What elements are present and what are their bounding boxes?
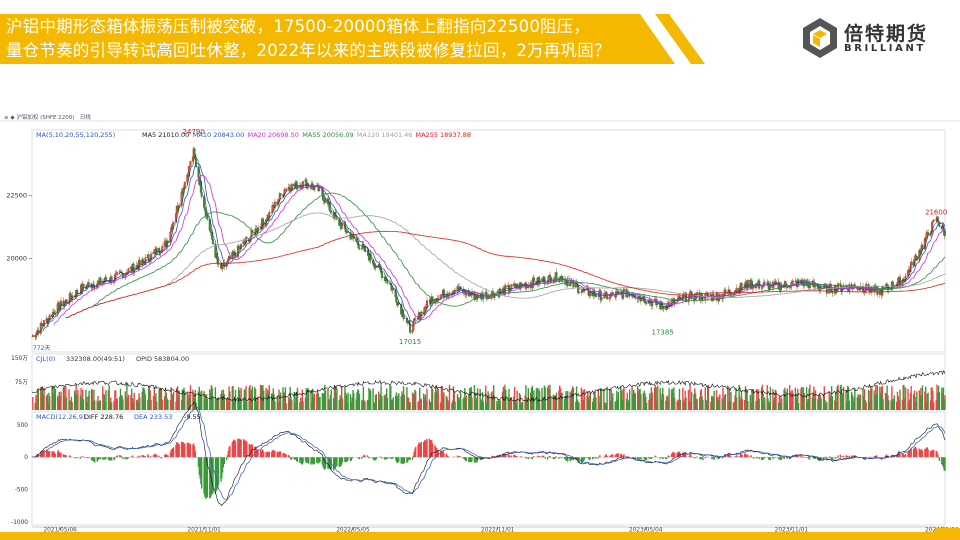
price-indicator-ma10: MA10 20843.00 bbox=[193, 131, 244, 139]
macd-legend: MACD(12,26,9) bbox=[36, 413, 85, 421]
ma55-line bbox=[65, 192, 946, 319]
volume-indicator: OPID 583804.00 bbox=[136, 355, 189, 363]
volume-ytick-label: 150万 bbox=[11, 355, 28, 362]
futures-chart: ≥ ◆ 沪铝加权 (SHFE 2200) 日线 MA(5,10,20,55,120… bbox=[0, 112, 960, 532]
macd-hist-up bbox=[31, 438, 939, 458]
page-title-line-2: 量仓节奏的引导转试高回吐休整，2022年以来的主跌段被修复拉回，2万再巩固？ bbox=[6, 41, 611, 60]
xtick-label: 2022/11/01 bbox=[481, 528, 515, 533]
brand-logo: 倍特期货 BRILLIANT bbox=[800, 16, 930, 60]
price-annotation: 17015 bbox=[399, 338, 421, 346]
chart-background bbox=[0, 112, 960, 532]
price-left-label: 772天 bbox=[33, 345, 50, 352]
price-annotation: 24790 bbox=[183, 128, 205, 136]
open-interest-line bbox=[31, 370, 946, 403]
price-indicator-ma255: MA255 18937.88 bbox=[416, 131, 472, 139]
macd-indicator-dea: DEA 233.53 bbox=[134, 413, 172, 421]
ma120-line bbox=[65, 212, 946, 319]
xtick-label: 2021/11/01 bbox=[187, 528, 221, 533]
chart-toolbar-label: ≥ ◆ 沪铝加权 (SHFE 2200) 日线 bbox=[4, 113, 91, 121]
price-indicator-ma5: MA5 21010.00 bbox=[142, 131, 189, 139]
xtick-label: 2021/05/06 bbox=[43, 528, 77, 533]
macd-dea-line bbox=[31, 406, 946, 500]
macd-indicator-macd: -9.55 bbox=[184, 413, 201, 421]
macd-diff-line bbox=[31, 401, 946, 507]
price-indicator-ma55: MA55 20056.09 bbox=[302, 131, 353, 139]
macd-ytick-label: 0 bbox=[24, 455, 28, 461]
cube-logo-icon bbox=[803, 18, 837, 58]
price-indicator-ma120: MA120 19401.46 bbox=[357, 131, 413, 139]
volume-bars-down bbox=[34, 384, 945, 410]
price-ytick-label: 20000 bbox=[6, 255, 27, 263]
bottom-accent-bar bbox=[0, 532, 960, 540]
xtick-label: 2022/05/05 bbox=[336, 528, 370, 533]
volume-indicator: 332308.00(49:51) bbox=[66, 355, 125, 363]
volume-legend: CJL(0) bbox=[36, 355, 55, 363]
price-indicator-ma20: MA20 20698.50 bbox=[248, 131, 299, 139]
volume-bars-up bbox=[32, 384, 946, 410]
macd-ytick-label: 500 bbox=[17, 423, 28, 429]
panel-frame-0 bbox=[31, 129, 946, 353]
xtick-label: 2023/11/01 bbox=[775, 528, 809, 533]
macd-indicator-diff: DIFF 228.76 bbox=[84, 413, 123, 421]
price-legend: MA(5,10,20,55,120,255) bbox=[36, 131, 115, 139]
title-banner bbox=[0, 14, 675, 64]
price-ytick-label: 22500 bbox=[6, 192, 27, 200]
ma255-line bbox=[65, 230, 946, 319]
macd-ytick-label: -1000 bbox=[11, 520, 28, 526]
bottom-accent-corner bbox=[928, 528, 960, 540]
price-annotation: 19485 bbox=[549, 276, 571, 284]
price-annotation: 21600 bbox=[925, 208, 947, 216]
page-title-line-1: 沪铝中期形态箱体振荡压制被突破，17500-20000箱体上翻指向22500阻压… bbox=[6, 17, 591, 36]
macd-ytick-label: -500 bbox=[15, 487, 28, 493]
logo-text-cn: 倍特期货 bbox=[844, 23, 929, 45]
price-annotation: 17385 bbox=[652, 329, 674, 337]
xtick-label: 2023/05/04 bbox=[629, 528, 663, 533]
logo-text-en: BRILLIANT bbox=[844, 43, 926, 54]
volume-ytick-label: 75万 bbox=[15, 379, 28, 386]
